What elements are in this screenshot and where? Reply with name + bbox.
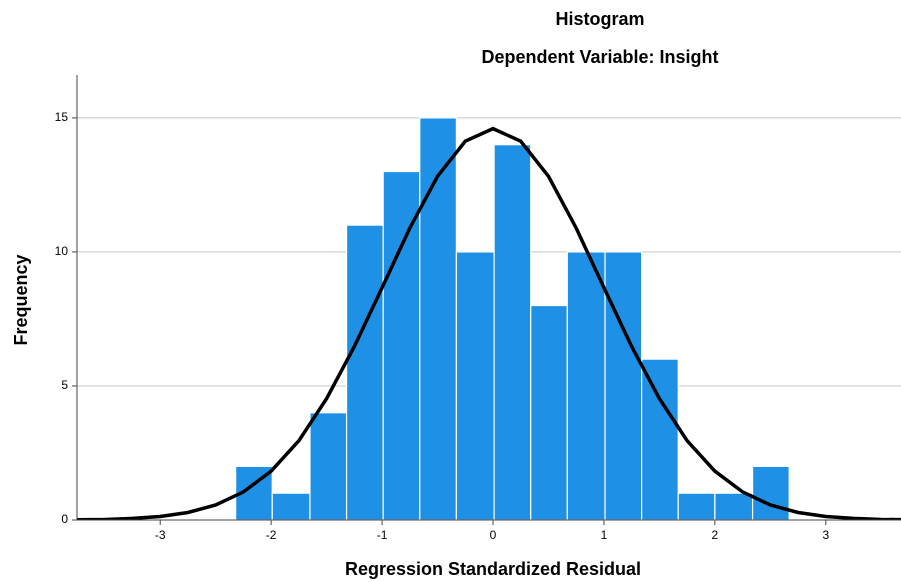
bar: [345, 224, 384, 521]
chart-subtitle: Dependent Variable: Insight: [481, 47, 718, 67]
bar: [641, 358, 679, 521]
bar: [677, 492, 716, 521]
bar: [271, 492, 311, 521]
x-axis-label: Regression Standardized Residual: [345, 559, 641, 579]
x-tick-label: -1: [377, 528, 388, 542]
chart-title: Histogram: [555, 9, 644, 29]
x-tick-label: 0: [490, 528, 497, 542]
x-tick-label: -3: [155, 528, 166, 542]
y-tick-label: 15: [55, 110, 69, 124]
y-tick-label: 0: [61, 512, 68, 526]
bar: [493, 144, 532, 521]
bar: [751, 465, 790, 521]
y-tick-label: 5: [61, 378, 68, 392]
bar: [382, 170, 421, 521]
bar: [530, 304, 568, 521]
x-tick-label: 1: [601, 528, 608, 542]
y-tick-label: 10: [55, 244, 69, 258]
bar: [566, 251, 606, 521]
bar: [714, 492, 754, 521]
normal-curve: [77, 126, 901, 520]
bar: [309, 412, 348, 521]
bar: [455, 251, 495, 521]
bar: [604, 251, 643, 521]
x-tick-label: 2: [712, 528, 719, 542]
x-tick-label: -2: [266, 528, 277, 542]
x-tick-label: 3: [822, 528, 829, 542]
y-axis-label: Frequency: [11, 254, 31, 345]
